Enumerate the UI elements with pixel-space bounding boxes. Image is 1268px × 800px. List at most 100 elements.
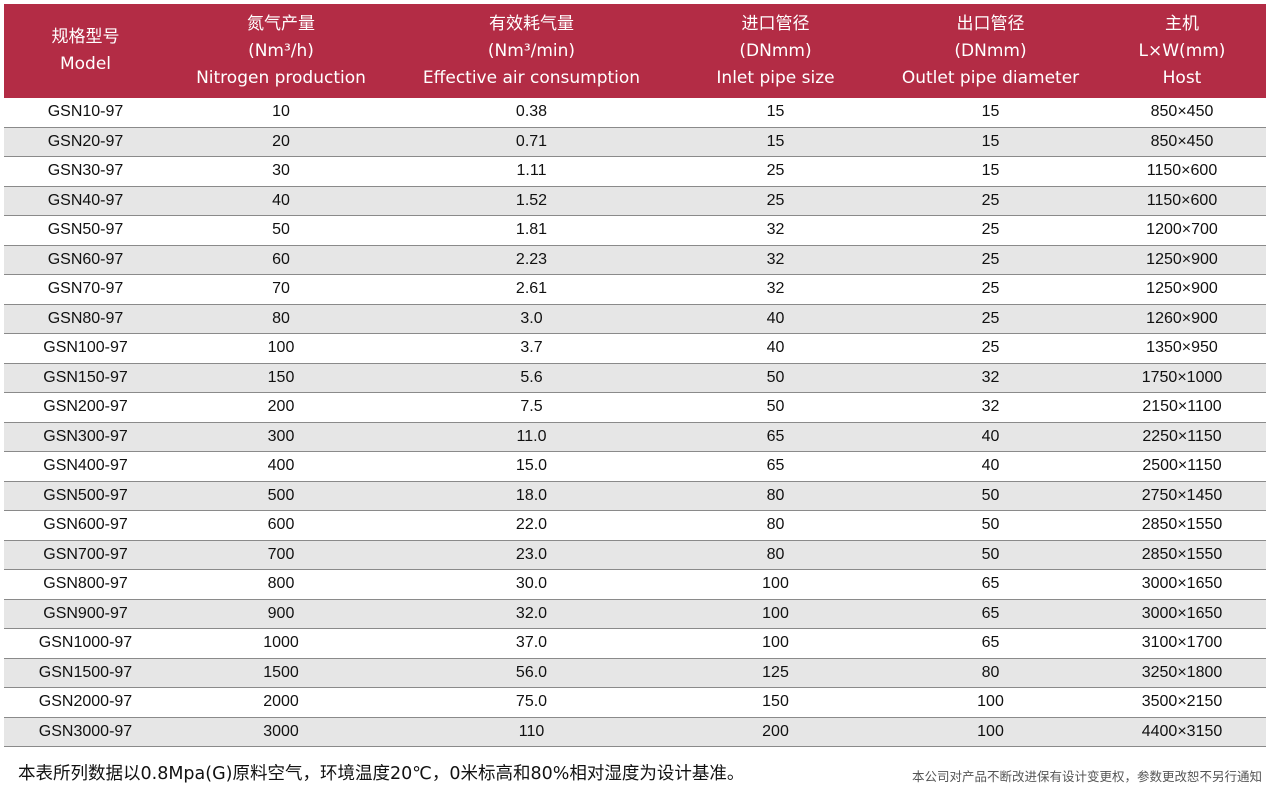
cell-nitrogen-production: 2000 [167, 687, 395, 718]
cell-outlet-pipe: 100 [883, 687, 1098, 718]
cell-host-size: 1250×900 [1098, 274, 1266, 305]
cell-nitrogen-production: 500 [167, 481, 395, 511]
cell-host-size: 3100×1700 [1098, 628, 1266, 659]
cell-model: GSN500-97 [4, 481, 167, 511]
cell-air-consumption: 110 [395, 717, 668, 747]
cell-nitrogen-production: 20 [167, 127, 395, 157]
cell-nitrogen-production: 900 [167, 599, 395, 629]
cell-host-size: 850×450 [1098, 98, 1266, 128]
cell-model: GSN400-97 [4, 451, 167, 482]
header-line: 有效耗气量 [489, 13, 574, 34]
cell-host-size: 2750×1450 [1098, 481, 1266, 511]
cell-nitrogen-production: 800 [167, 569, 395, 600]
cell-outlet-pipe: 65 [883, 569, 1098, 600]
cell-outlet-pipe: 25 [883, 245, 1098, 275]
table-row: GSN50-97 50 1.81 32 25 1200×700 [4, 215, 1266, 246]
cell-host-size: 1200×700 [1098, 215, 1266, 246]
header-line: 进口管径 [741, 13, 810, 34]
table-row: GSN800-97 800 30.0 100 65 3000×1650 [4, 569, 1266, 600]
cell-model: GSN1500-97 [4, 658, 167, 688]
table-row: GSN300-97 300 11.0 65 40 2250×1150 [4, 422, 1266, 452]
cell-host-size: 1750×1000 [1098, 363, 1266, 393]
cell-air-consumption: 5.6 [395, 363, 668, 393]
header-line: Effective air consumption [422, 67, 641, 88]
cell-inlet-pipe: 80 [668, 481, 883, 511]
cell-outlet-pipe: 80 [883, 658, 1098, 688]
cell-air-consumption: 1.81 [395, 215, 668, 246]
cell-model: GSN50-97 [4, 215, 167, 246]
cell-host-size: 3500×2150 [1098, 687, 1266, 718]
spec-table: 规格型号 Model 氮气产量 (Nm³/h) Nitrogen production 有… [4, 4, 1266, 747]
cell-air-consumption: 18.0 [395, 481, 668, 511]
cell-outlet-pipe: 32 [883, 363, 1098, 393]
table-row: GSN100-97 100 3.7 40 25 1350×950 [4, 333, 1266, 364]
cell-inlet-pipe: 32 [668, 215, 883, 246]
cell-outlet-pipe: 15 [883, 127, 1098, 157]
header-inlet-pipe: 进口管径 (DNmm) Inlet pipe size [668, 4, 883, 98]
cell-model: GSN300-97 [4, 422, 167, 452]
cell-inlet-pipe: 200 [668, 717, 883, 747]
cell-inlet-pipe: 150 [668, 687, 883, 718]
cell-model: GSN150-97 [4, 363, 167, 393]
cell-host-size: 3000×1650 [1098, 569, 1266, 600]
cell-inlet-pipe: 15 [668, 127, 883, 157]
cell-air-consumption: 37.0 [395, 628, 668, 659]
header-line: L×W(mm) [1138, 40, 1226, 61]
cell-nitrogen-production: 10 [167, 98, 395, 128]
cell-host-size: 1150×600 [1098, 186, 1266, 216]
cell-inlet-pipe: 15 [668, 98, 883, 128]
table-row: GSN900-97 900 32.0 100 65 3000×1650 [4, 599, 1266, 629]
table-row: GSN3000-97 3000 110 200 100 4400×3150 [4, 717, 1266, 747]
cell-nitrogen-production: 3000 [167, 717, 395, 747]
cell-model: GSN70-97 [4, 274, 167, 305]
cell-outlet-pipe: 25 [883, 274, 1098, 305]
cell-inlet-pipe: 25 [668, 186, 883, 216]
cell-model: GSN800-97 [4, 569, 167, 600]
table-body: GSN10-97 10 0.38 15 15 850×450 GSN20-97 20 0.71 1… [4, 98, 1266, 747]
table-row: GSN40-97 40 1.52 25 25 1150×600 [4, 186, 1266, 216]
table-row: GSN2000-97 2000 75.0 150 100 3500×2150 [4, 687, 1266, 718]
cell-inlet-pipe: 25 [668, 156, 883, 187]
cell-inlet-pipe: 32 [668, 245, 883, 275]
table-row: GSN60-97 60 2.23 32 25 1250×900 [4, 245, 1266, 275]
cell-host-size: 1350×950 [1098, 333, 1266, 364]
header-line: (Nm³/min) [487, 40, 576, 61]
table-row: GSN600-97 600 22.0 80 50 2850×1550 [4, 510, 1266, 541]
table-row: GSN10-97 10 0.38 15 15 850×450 [4, 98, 1266, 128]
cell-outlet-pipe: 25 [883, 333, 1098, 364]
cell-outlet-pipe: 40 [883, 451, 1098, 482]
cell-host-size: 1150×600 [1098, 156, 1266, 187]
header-line: Outlet pipe diameter [901, 67, 1080, 88]
cell-model: GSN2000-97 [4, 687, 167, 718]
cell-host-size: 2850×1550 [1098, 510, 1266, 541]
table-row: GSN1000-97 1000 37.0 100 65 3100×1700 [4, 628, 1266, 659]
cell-nitrogen-production: 80 [167, 304, 395, 334]
cell-inlet-pipe: 50 [668, 392, 883, 423]
cell-model: GSN200-97 [4, 392, 167, 423]
cell-host-size: 1260×900 [1098, 304, 1266, 334]
cell-model: GSN10-97 [4, 98, 167, 128]
header-nitrogen-production: 氮气产量 (Nm³/h) Nitrogen production [167, 4, 395, 98]
cell-model: GSN40-97 [4, 186, 167, 216]
cell-model: GSN1000-97 [4, 628, 167, 659]
header-host-size: 主机 L×W(mm) Host [1098, 4, 1266, 98]
cell-inlet-pipe: 65 [668, 451, 883, 482]
header-row: 规格型号 Model 氮气产量 (Nm³/h) Nitrogen production 有… [4, 4, 1266, 98]
cell-model: GSN60-97 [4, 245, 167, 275]
cell-air-consumption: 0.71 [395, 127, 668, 157]
table-row: GSN20-97 20 0.71 15 15 850×450 [4, 127, 1266, 157]
cell-inlet-pipe: 50 [668, 363, 883, 393]
cell-model: GSN900-97 [4, 599, 167, 629]
header-line: Inlet pipe size [716, 67, 835, 88]
table-row: GSN400-97 400 15.0 65 40 2500×1150 [4, 451, 1266, 482]
cell-host-size: 3250×1800 [1098, 658, 1266, 688]
table-row: GSN700-97 700 23.0 80 50 2850×1550 [4, 540, 1266, 570]
cell-model: GSN100-97 [4, 333, 167, 364]
header-air-consumption: 有效耗气量 (Nm³/min) Effective air consumption [395, 4, 668, 98]
cell-host-size: 1250×900 [1098, 245, 1266, 275]
header-line: 出口管径 [956, 13, 1025, 34]
header-outlet-pipe: 出口管径 (DNmm) Outlet pipe diameter [883, 4, 1098, 98]
cell-air-consumption: 3.7 [395, 333, 668, 364]
cell-nitrogen-production: 60 [167, 245, 395, 275]
cell-host-size: 3000×1650 [1098, 599, 1266, 629]
